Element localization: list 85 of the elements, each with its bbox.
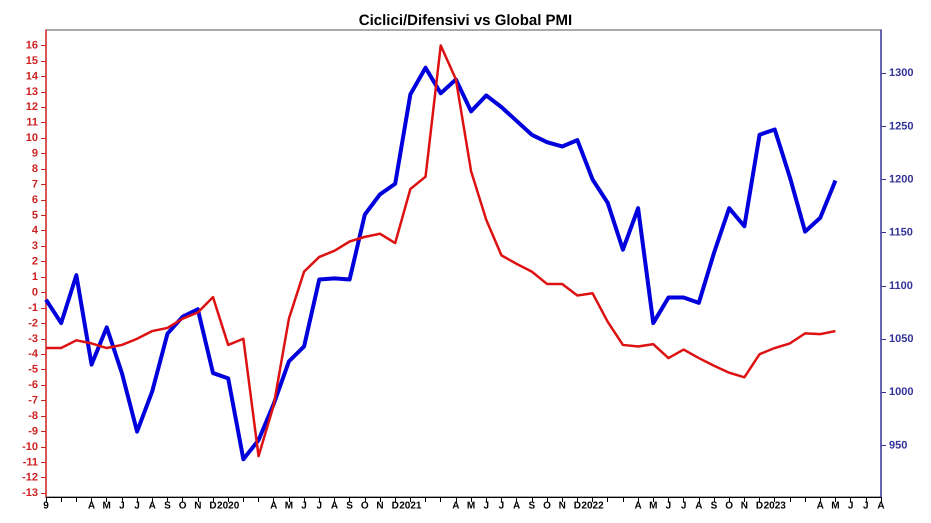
y2-tick-label: 1100 xyxy=(889,280,913,292)
x-tick-label: N xyxy=(740,500,748,512)
x-tick-label: 2020 xyxy=(217,500,240,512)
x-tick-label: A xyxy=(88,500,96,512)
x-tick-label: D xyxy=(756,500,764,512)
y-tick-label: -9 xyxy=(28,425,38,438)
y-tick-label: 13 xyxy=(26,86,38,98)
x-tick-label: A xyxy=(330,500,338,512)
x-tick-label: A xyxy=(877,500,885,512)
y-tick-label: 8 xyxy=(32,162,38,175)
x-tick-label: J xyxy=(863,500,869,512)
x-tick-label: 2022 xyxy=(581,500,604,512)
x-tick-label: O xyxy=(543,500,552,512)
y-tick-label: -11 xyxy=(22,456,38,468)
x-tick-label: A xyxy=(148,500,156,512)
x-tick-label: D xyxy=(574,500,581,512)
x-tick-label: 9 xyxy=(43,500,50,512)
y-tick-label: 2 xyxy=(32,256,38,268)
y-tick-label: -12 xyxy=(22,472,38,484)
x-tick-label: J xyxy=(301,500,307,512)
y-tick-label: 5 xyxy=(32,209,38,222)
y-tick-label: 4 xyxy=(32,224,39,237)
x-tick-label: A xyxy=(513,500,520,512)
y-tick-label: 0 xyxy=(32,286,38,298)
x-tick-label: O xyxy=(360,500,369,512)
y-tick-label: -13 xyxy=(22,487,38,500)
x-tick-label: J xyxy=(134,500,140,512)
y-tick-label: 1 xyxy=(32,271,38,284)
x-tick-label: A xyxy=(452,500,460,512)
y-tick-label: -5 xyxy=(28,364,38,376)
x-tick-label: 2023 xyxy=(764,500,786,512)
y-tick-label: 3 xyxy=(32,240,38,252)
y-tick-label: -1 xyxy=(28,302,38,314)
x-tick-label: M xyxy=(102,500,111,512)
y-tick-label: 11 xyxy=(26,116,38,129)
x-tick-label: M xyxy=(649,500,658,512)
y2-tick-label: 1150 xyxy=(889,226,913,239)
chart-title: Ciclici/Difensivi vs Global PMI xyxy=(358,12,572,29)
y-tick-label: -4 xyxy=(28,348,39,360)
y2-tick-label: 1050 xyxy=(889,333,914,346)
y-tick-label: -8 xyxy=(28,410,38,422)
x-tick-label: A xyxy=(634,500,642,512)
x-tick-label: N xyxy=(376,500,384,512)
y-tick-label: 12 xyxy=(26,101,38,114)
y2-tick-label: 1250 xyxy=(889,120,914,132)
y-tick-label: 10 xyxy=(26,132,38,144)
x-tick-label: M xyxy=(831,500,840,512)
x-tick-label: D xyxy=(209,500,217,512)
x-tick-label: A xyxy=(816,500,824,512)
x-tick-label: J xyxy=(666,500,672,512)
y-tick-label: 9 xyxy=(32,148,38,160)
x-tick-label: A xyxy=(695,500,702,512)
x-tick-label: J xyxy=(316,500,322,512)
x-tick-label: N xyxy=(194,500,202,512)
y-tick-label: 14 xyxy=(26,70,39,82)
x-tick-label: O xyxy=(725,500,734,512)
y-tick-label: -2 xyxy=(28,317,38,330)
x-tick-label: N xyxy=(558,500,566,512)
x-tick-label: M xyxy=(284,500,294,512)
y2-tick-label: 1300 xyxy=(889,67,914,80)
x-tick-label: S xyxy=(528,500,536,512)
x-tick-label: S xyxy=(164,500,172,512)
x-tick-label: D xyxy=(392,500,399,512)
x-tick-label: M xyxy=(466,500,476,512)
y2-tick-label: 950 xyxy=(889,439,908,452)
x-tick-label: J xyxy=(498,500,504,512)
y-tick-label: -10 xyxy=(22,440,38,453)
y-tick-label: 6 xyxy=(32,194,38,206)
y2-tick-label: 1200 xyxy=(889,173,914,186)
y-tick-label: 15 xyxy=(26,54,38,67)
x-tick-label: 2021 xyxy=(399,500,422,512)
x-tick-label: S xyxy=(346,500,354,512)
x-tick-label: J xyxy=(848,500,854,512)
y2-tick-label: 1000 xyxy=(889,386,914,398)
x-tick-label: J xyxy=(680,500,686,512)
x-tick-label: S xyxy=(710,500,718,512)
y-tick-label: 16 xyxy=(26,39,38,52)
x-tick-label: J xyxy=(483,500,490,512)
y-tick-label: 7 xyxy=(32,178,38,190)
x-tick-label: J xyxy=(119,500,125,512)
y-tick-label: -7 xyxy=(28,394,38,407)
x-tick-label: A xyxy=(270,500,278,512)
y-tick-label: -3 xyxy=(28,332,38,345)
y-tick-label: -6 xyxy=(28,379,38,392)
x-tick-label: O xyxy=(178,500,187,512)
